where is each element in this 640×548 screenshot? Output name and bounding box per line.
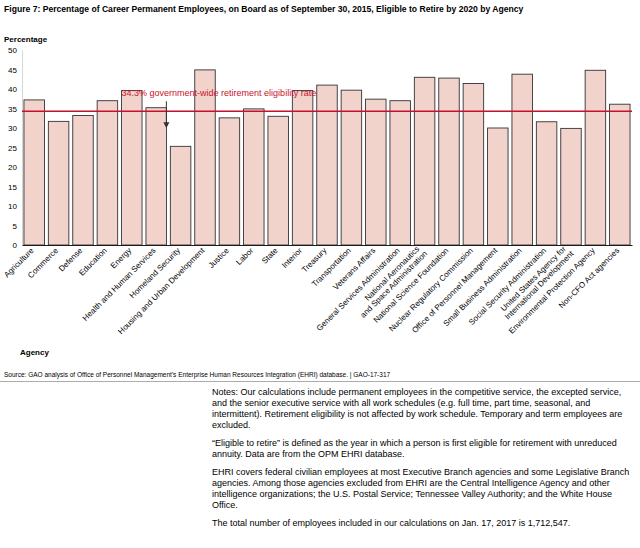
- x-tick: Justice: [207, 245, 231, 270]
- x-tick-label: Commerce: [26, 246, 60, 280]
- x-tick: Housing and Urban Development: [116, 245, 207, 336]
- bar: [463, 84, 483, 245]
- y-tick: 20: [8, 163, 22, 172]
- bar: [488, 128, 508, 245]
- x-tick-label: Veterans Affairs: [331, 246, 377, 292]
- x-tick-label: Housing and Urban Development: [116, 245, 207, 336]
- chart-svg: Figure 7: Percentage of Career Permanent…: [0, 0, 640, 548]
- notes: Notes: Our calculations include permanen…: [212, 387, 634, 536]
- x-tick: Commerce: [26, 245, 60, 280]
- chart-title: Figure 7: Percentage of Career Permanent…: [4, 4, 524, 14]
- y-tick-label: 50: [8, 46, 17, 55]
- bar: [292, 91, 312, 245]
- bar: [268, 116, 288, 245]
- chart-container: Figure 7: Percentage of Career Permanent…: [0, 0, 640, 548]
- y-tick-label: 30: [8, 124, 17, 133]
- y-axis: 0 5 10 15 20 25 30 35 40 45 50: [8, 46, 22, 250]
- x-tick: Labor: [234, 245, 255, 267]
- page: Figure 7: Percentage of Career Permanent…: [0, 0, 640, 548]
- y-axis-title: Percentage: [4, 35, 48, 44]
- bar: [610, 104, 630, 245]
- y-tick-label: 10: [8, 202, 17, 211]
- x-axis-title: Agency: [20, 348, 49, 357]
- bar: [414, 77, 434, 245]
- y-tick: 10: [8, 202, 22, 211]
- annotation-arrow: [166, 101, 167, 123]
- bar: [146, 108, 166, 245]
- y-tick: 5: [13, 222, 22, 231]
- x-tick-label: Labor: [234, 246, 255, 267]
- y-tick: 30: [8, 124, 22, 133]
- reference-line: [22, 111, 632, 112]
- plot-area: [22, 70, 632, 245]
- x-tick-label: State: [260, 246, 280, 266]
- bar: [536, 122, 556, 245]
- y-axis-line: [22, 51, 23, 246]
- x-tick-label: Environmental Protection Agency: [507, 246, 597, 336]
- y-tick-label: 45: [8, 66, 17, 75]
- x-tick: Office of Personnel Management: [410, 245, 500, 335]
- bar: [219, 118, 239, 245]
- y-tick-label: 0: [13, 241, 18, 250]
- y-tick: 35: [8, 105, 22, 114]
- bar: [73, 116, 93, 245]
- separator: [0, 381, 640, 382]
- x-tick: Non-CFO Act agencies: [557, 245, 621, 310]
- x-tick-label: Non-CFO Act agencies: [557, 246, 621, 310]
- bar: [390, 101, 410, 245]
- y-tick-label: 20: [8, 163, 17, 172]
- note: The total number of employees included i…: [212, 518, 634, 529]
- annotation-arrowhead: [163, 122, 169, 128]
- y-tick: 0: [13, 241, 22, 250]
- y-tick-label: 15: [8, 183, 17, 192]
- y-tick-label: 35: [8, 105, 17, 114]
- annotation: 34.3% government-wide retirement eligibi…: [122, 88, 317, 98]
- y-tick-label: 5: [13, 222, 18, 231]
- bar: [317, 85, 337, 245]
- bar: [341, 90, 361, 245]
- y-tick: 25: [8, 144, 22, 153]
- y-tick: 50: [8, 46, 22, 55]
- x-tick-label: Office of Personnel Management: [410, 245, 500, 335]
- x-tick: Environmental Protection Agency: [507, 245, 597, 336]
- y-tick: 15: [8, 183, 22, 192]
- x-tick: Veterans Affairs: [331, 245, 377, 292]
- note: Notes: Our calculations include permanen…: [212, 387, 634, 431]
- bar: [48, 121, 68, 245]
- bar: [122, 91, 142, 245]
- x-axis: AgricultureCommerceDefenseEducationEnerg…: [2, 242, 632, 336]
- bar: [439, 78, 459, 245]
- bar: [97, 101, 117, 245]
- bar: [561, 128, 581, 245]
- bar: [24, 100, 44, 245]
- bar: [585, 70, 605, 245]
- x-tick-label: Justice: [207, 246, 231, 270]
- x-tick: State: [260, 245, 280, 266]
- bar: [244, 109, 264, 245]
- bar: [170, 146, 190, 245]
- y-tick: 45: [8, 66, 22, 75]
- source: Source: GAO analysis of Office of Person…: [4, 371, 391, 379]
- note: “Eligible to retire” is defined as the y…: [212, 438, 634, 460]
- x-tick-label: Education: [77, 246, 109, 278]
- y-tick-label: 25: [8, 144, 17, 153]
- x-tick: Education: [77, 245, 109, 278]
- bar: [512, 74, 532, 245]
- y-tick: 40: [8, 85, 22, 94]
- note: EHRI covers federal civilian employees a…: [212, 467, 634, 511]
- y-tick-label: 40: [8, 85, 17, 94]
- bar: [366, 99, 386, 245]
